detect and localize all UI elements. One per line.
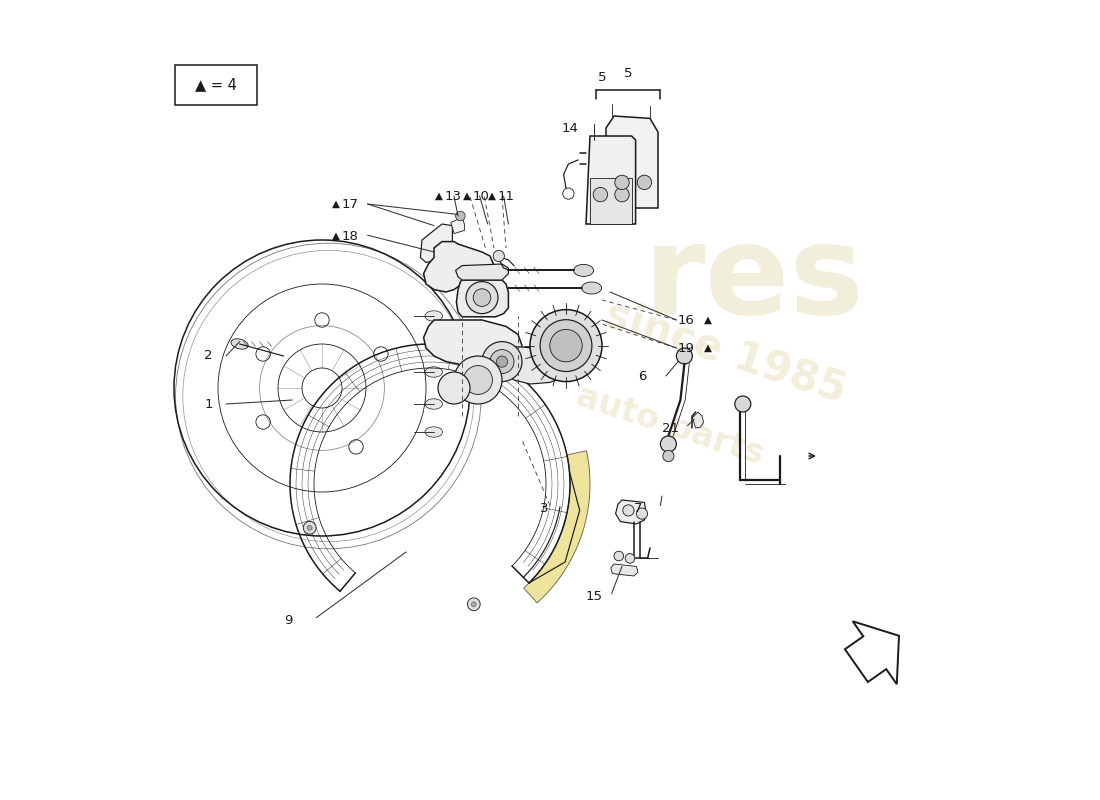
Text: ▲: ▲ <box>332 231 340 241</box>
Text: ▲: ▲ <box>332 199 340 209</box>
Text: ▲: ▲ <box>488 191 496 201</box>
Ellipse shape <box>582 282 602 294</box>
Circle shape <box>466 282 498 314</box>
Circle shape <box>455 211 465 221</box>
Polygon shape <box>590 178 631 224</box>
Circle shape <box>623 505 634 516</box>
Text: 13: 13 <box>444 190 461 202</box>
Text: 17: 17 <box>342 198 359 210</box>
Polygon shape <box>692 412 704 428</box>
Polygon shape <box>424 242 494 292</box>
Polygon shape <box>424 320 522 372</box>
Circle shape <box>454 356 502 404</box>
Circle shape <box>472 602 476 606</box>
Circle shape <box>463 366 493 394</box>
Ellipse shape <box>573 264 594 276</box>
Polygon shape <box>455 264 508 280</box>
Text: res: res <box>644 219 865 341</box>
Circle shape <box>540 320 592 371</box>
Text: ▲: ▲ <box>704 343 713 353</box>
Circle shape <box>735 396 751 412</box>
Ellipse shape <box>425 399 442 409</box>
Text: 2: 2 <box>205 350 213 362</box>
Polygon shape <box>845 622 899 684</box>
Text: 5: 5 <box>624 67 632 80</box>
Text: 14: 14 <box>562 122 579 134</box>
Circle shape <box>563 188 574 199</box>
Circle shape <box>615 175 629 190</box>
Circle shape <box>473 289 491 306</box>
Ellipse shape <box>425 338 442 349</box>
Text: ▲: ▲ <box>463 191 471 201</box>
Circle shape <box>660 436 676 452</box>
Ellipse shape <box>231 339 249 349</box>
Polygon shape <box>502 346 566 384</box>
Text: 7: 7 <box>634 502 642 514</box>
Circle shape <box>496 356 507 367</box>
Circle shape <box>676 348 692 364</box>
Circle shape <box>304 522 316 534</box>
Text: 18: 18 <box>342 230 359 242</box>
Circle shape <box>468 598 481 610</box>
Ellipse shape <box>425 427 442 437</box>
Circle shape <box>615 187 629 202</box>
Polygon shape <box>610 564 638 576</box>
Ellipse shape <box>425 310 442 322</box>
Text: ▲: ▲ <box>434 191 443 201</box>
Text: 9: 9 <box>285 614 293 626</box>
Circle shape <box>490 350 514 374</box>
Text: 15: 15 <box>586 590 603 602</box>
Polygon shape <box>420 224 452 262</box>
Text: 11: 11 <box>498 190 515 202</box>
Text: auto parts: auto parts <box>572 380 768 471</box>
Circle shape <box>493 250 505 262</box>
Polygon shape <box>616 500 646 524</box>
Text: 3: 3 <box>540 502 549 514</box>
Text: 16: 16 <box>678 314 695 326</box>
Circle shape <box>614 551 624 561</box>
Circle shape <box>637 175 651 190</box>
Text: 21: 21 <box>662 422 679 434</box>
Polygon shape <box>606 116 658 208</box>
Text: 1: 1 <box>205 398 213 410</box>
Polygon shape <box>451 218 464 234</box>
Text: ▲ = 4: ▲ = 4 <box>195 78 236 92</box>
Text: 10: 10 <box>472 190 490 202</box>
Circle shape <box>550 330 582 362</box>
Circle shape <box>530 310 602 382</box>
Polygon shape <box>586 136 636 224</box>
Circle shape <box>438 372 470 404</box>
Circle shape <box>663 450 674 462</box>
Polygon shape <box>456 280 508 317</box>
Text: 6: 6 <box>638 370 647 382</box>
Text: 19: 19 <box>678 342 695 354</box>
Text: ▲: ▲ <box>704 315 713 325</box>
Circle shape <box>307 526 312 530</box>
Circle shape <box>625 554 635 563</box>
FancyBboxPatch shape <box>175 65 257 105</box>
Text: 5: 5 <box>597 71 606 84</box>
Text: since 1985: since 1985 <box>600 293 852 411</box>
Circle shape <box>593 187 607 202</box>
Ellipse shape <box>425 366 442 378</box>
Circle shape <box>482 342 522 382</box>
Circle shape <box>637 508 648 519</box>
Polygon shape <box>524 450 590 603</box>
